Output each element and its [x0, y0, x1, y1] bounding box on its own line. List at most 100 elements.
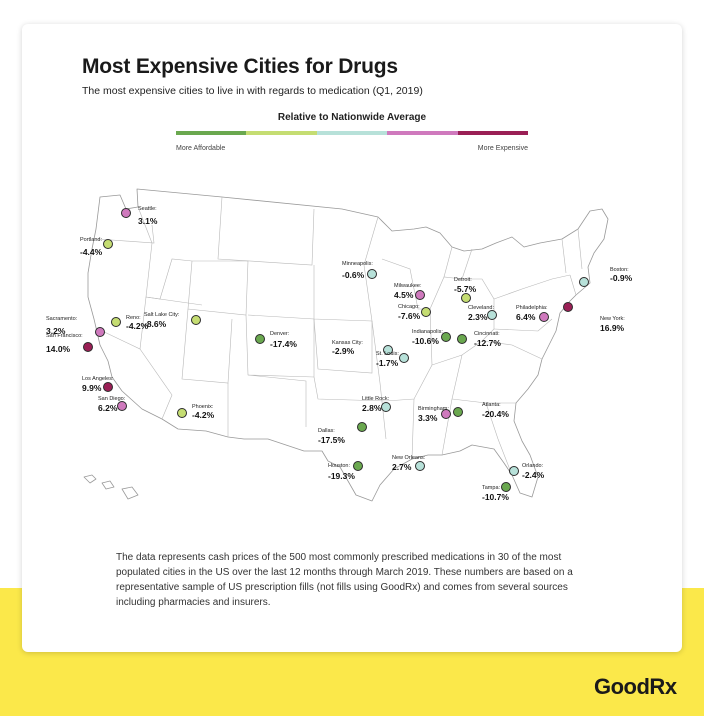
city-name-sacramento: Sacramento:: [46, 316, 78, 322]
city-marker-san-diego: [117, 401, 127, 411]
city-name-orlando: Orlando:: [522, 463, 544, 469]
city-name-little-rock: Little Rock:: [362, 396, 390, 402]
city-marker-milwaukee: [415, 290, 425, 300]
city-marker-cincinnati: [457, 334, 467, 344]
page-subtitle: The most expensive cities to live in wit…: [82, 85, 423, 97]
city-name-chicago: Chicago:: [398, 304, 420, 310]
legend-low-label: More Affordable: [176, 145, 226, 152]
city-value-reno: -4.2%: [126, 321, 149, 331]
city-name-kansas-city: Kansas City:: [332, 340, 363, 346]
city-marker-philadelphia: [539, 312, 549, 322]
city-marker-reno: [111, 317, 121, 327]
city-marker-boston: [579, 277, 589, 287]
city-name-portland: Portland:: [80, 237, 103, 243]
city-value-new-york: 16.9%: [600, 323, 625, 333]
city-marker-kansas-city: [383, 345, 393, 355]
city-value-birmingham: 3.3%: [418, 413, 438, 423]
city-name-boston: Boston:: [610, 267, 629, 273]
city-marker-houston: [353, 461, 363, 471]
city-name-st-louis: St. Louis:: [376, 351, 399, 357]
city-marker-sacramento: [95, 327, 105, 337]
city-value-dallas: -17.5%: [318, 435, 345, 445]
city-marker-salt-lake-city: [191, 315, 201, 325]
city-value-san-diego: 6.2%: [98, 403, 118, 413]
legend-color-segment: [246, 131, 317, 135]
goodrx-logo: GoodRx: [594, 674, 677, 699]
city-value-st-louis: -1.7%: [376, 358, 399, 368]
page-title: Most Expensive Cities for Drugs: [82, 55, 398, 78]
city-marker-san-francisco: [83, 342, 93, 352]
city-value-sacramento: 3.2%: [46, 326, 66, 336]
city-value-cleveland: 2.3%: [468, 312, 488, 322]
us-outline: [87, 188, 609, 502]
legend-color-segment: [316, 131, 388, 135]
city-marker-portland: [103, 239, 113, 249]
city-value-houston: -19.3%: [328, 471, 355, 481]
city-name-philadelphia: Philadelphia:: [516, 305, 548, 311]
city-name-los-angeles: Los Angeles:: [82, 376, 114, 382]
city-marker-new-york: [563, 302, 573, 312]
legend-color-segment: [457, 131, 529, 135]
city-name-san-francisco: San Francisco:: [46, 333, 83, 339]
city-name-new-orleans: New Orleans:: [392, 455, 426, 461]
city-value-indianapolis: -10.6%: [412, 336, 439, 346]
city-name-minneapolis: Minneapolis:: [342, 261, 373, 267]
city-name-phoenix: Phoenix:: [192, 404, 214, 410]
city-name-reno: Reno:: [126, 315, 141, 321]
us-outline-map: [83, 188, 609, 502]
city-value-new-orleans: 2.7%: [392, 462, 412, 472]
legend-title: Relative to Nationwide Average: [277, 112, 427, 123]
city-name-birmingham: Birmingham:: [418, 406, 449, 412]
city-value-portland: -4.4%: [80, 247, 103, 257]
city-value-los-angeles: 9.9%: [82, 383, 102, 393]
city-value-orlando: -2.4%: [522, 470, 545, 480]
legend-high-label: More Expensive: [477, 145, 528, 152]
city-name-denver: Denver:: [270, 331, 290, 337]
footnote: The data represents cash prices of the 5…: [116, 552, 573, 608]
city-marker-seattle: [121, 208, 131, 218]
city-name-milwaukee: Milwaukee:: [394, 283, 422, 289]
city-marker-new-orleans: [415, 461, 425, 471]
city-value-minneapolis: -0.6%: [342, 270, 365, 280]
city-marker-indianapolis: [441, 332, 451, 342]
city-value-denver: -17.4%: [270, 339, 297, 349]
hawaii-outline: [83, 474, 139, 500]
city-marker-chicago: [421, 307, 431, 317]
legend-color-scale: [176, 131, 529, 135]
us-map: Seattle: 3.1% Portland: -4.4% Sacramento: 3.2…: [42, 169, 632, 509]
city-name-detroit: Detroit:: [454, 277, 472, 283]
city-marker-detroit: [461, 293, 471, 303]
city-name-seattle: Seattle:: [138, 206, 157, 212]
city-marker-atlanta: [453, 407, 463, 417]
city-value-kansas-city: -2.9%: [332, 346, 355, 356]
city-marker-denver: [255, 334, 265, 344]
city-name-cincinnati: Cincinnati:: [474, 331, 500, 337]
city-marker-birmingham: [441, 409, 451, 419]
city-value-philadelphia: 6.4%: [516, 312, 536, 322]
city-marker-cleveland: [487, 310, 497, 320]
city-value-tampa: -10.7%: [482, 492, 509, 502]
legend-color-segment: [387, 131, 458, 135]
city-name-atlanta: Atlanta:: [482, 402, 501, 408]
city-value-detroit: -5.7%: [454, 284, 477, 294]
city-value-seattle: 3.1%: [138, 216, 158, 226]
city-value-atlanta: -20.4%: [482, 409, 509, 419]
legend-color-segment: [176, 131, 247, 135]
city-value-phoenix: -4.2%: [192, 410, 215, 420]
city-value-boston: -0.9%: [610, 273, 633, 283]
city-name-salt-lake-city: Salt Lake City:: [144, 312, 180, 318]
city-value-salt-lake-city: -8.6%: [144, 319, 167, 329]
city-name-new-york: New York:: [600, 316, 625, 322]
city-marker-st-louis: [399, 353, 409, 363]
city-marker-tampa: [501, 482, 511, 492]
city-name-cleveland: Cleveland:: [468, 305, 494, 311]
city-name-tampa: Tampa:: [482, 485, 501, 491]
city-value-san-francisco: 14.0%: [46, 344, 71, 354]
city-value-milwaukee: 4.5%: [394, 290, 414, 300]
city-marker-los-angeles: [103, 382, 113, 392]
city-marker-orlando: [509, 466, 519, 476]
city-name-houston: Houston:: [328, 463, 351, 469]
city-marker-dallas: [357, 422, 367, 432]
city-value-chicago: -7.6%: [398, 311, 421, 321]
city-value-little-rock: 2.8%: [362, 403, 382, 413]
